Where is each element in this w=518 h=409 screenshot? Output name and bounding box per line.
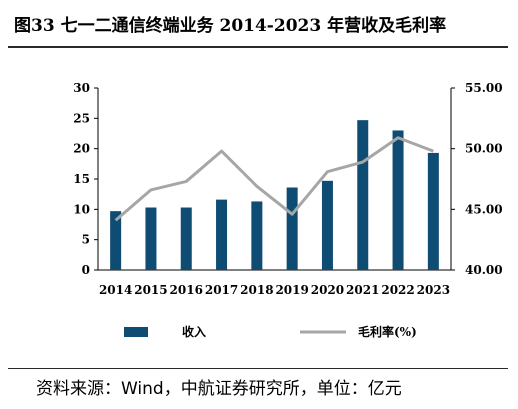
- x-tick-label: 2014: [99, 283, 132, 297]
- revenue-bars: [110, 120, 439, 270]
- margin-line-path: [114, 136, 434, 222]
- revenue-bar: [392, 130, 404, 270]
- legend-label-margin: 毛利率(%): [358, 324, 417, 339]
- revenue-bar: [216, 199, 228, 270]
- legend-label-revenue: 收入: [182, 324, 206, 339]
- legend-swatch-revenue: [124, 327, 148, 337]
- x-tick-label: 2017: [205, 283, 238, 297]
- x-tick-label: 2019: [275, 283, 308, 297]
- legend: 收入 毛利率(%): [124, 324, 417, 339]
- revenue-bar: [251, 201, 263, 270]
- chart-title: 图33 七一二通信终端业务 2014-2023 年营收及毛利率: [14, 16, 447, 36]
- right-y-axis: 40.00 45.00 50.00 55.00: [450, 81, 503, 277]
- x-tick-label: 2021: [346, 283, 379, 297]
- x-tick-label: 2016: [170, 283, 203, 297]
- revenue-bar: [145, 207, 157, 270]
- title-divider: [8, 46, 508, 48]
- revenue-bar: [286, 187, 298, 270]
- left-tick-label: 15: [73, 172, 90, 186]
- revenue-bar: [180, 207, 192, 270]
- right-tick-label: 55.00: [465, 81, 503, 95]
- left-tick-label: 20: [73, 142, 90, 156]
- revenue-bar: [110, 211, 122, 270]
- revenue-bar: [427, 152, 439, 270]
- left-tick-label: 25: [73, 111, 90, 125]
- left-tick-label: 5: [82, 233, 90, 247]
- x-tick-label: 2022: [381, 283, 414, 297]
- source-divider: [8, 368, 508, 369]
- right-tick-label: 45.00: [465, 202, 503, 216]
- left-tick-label: 0: [82, 263, 90, 277]
- left-tick-label: 30: [73, 81, 90, 95]
- left-y-axis: 0 5 10 15 20 25 30: [73, 81, 99, 277]
- x-tick-label: 2023: [417, 283, 450, 297]
- revenue-bar: [357, 120, 369, 270]
- source-note: 资料来源：Wind，中航证券研究所，单位：亿元: [36, 379, 402, 399]
- left-tick-label: 10: [73, 202, 90, 216]
- x-tick-label: 2015: [134, 283, 167, 297]
- x-tick-label: 2020: [311, 283, 344, 297]
- x-axis: 2014 2015 2016 2017 2018 2019 2020 2021 2022 2023: [98, 269, 451, 297]
- right-tick-label: 40.00: [465, 263, 503, 277]
- revenue-bar: [321, 180, 333, 270]
- margin-line: [114, 136, 434, 222]
- x-tick-label: 2018: [240, 283, 273, 297]
- right-tick-label: 50.00: [465, 142, 503, 156]
